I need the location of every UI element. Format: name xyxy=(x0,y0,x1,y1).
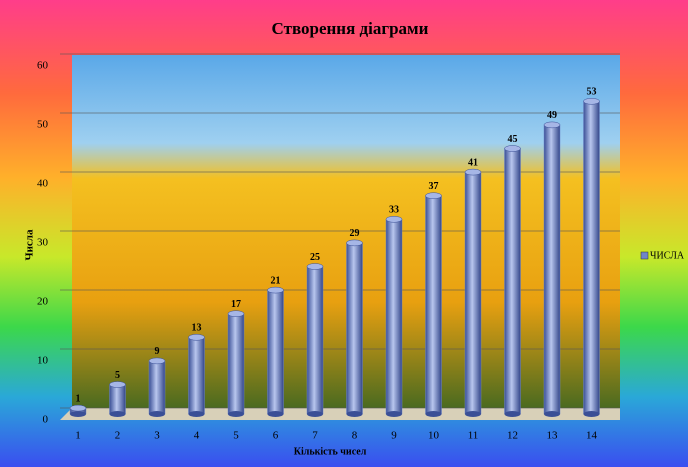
data-label: 21 xyxy=(271,275,281,286)
bar-body xyxy=(188,337,205,415)
x-tick-label: 14 xyxy=(586,430,598,442)
data-label: 29 xyxy=(350,228,360,239)
bar xyxy=(425,192,442,417)
bar-base xyxy=(583,411,600,417)
bar xyxy=(148,357,166,417)
x-tick-label: 3 xyxy=(154,430,160,442)
x-tick-label: 12 xyxy=(507,430,518,442)
bar-body xyxy=(464,171,482,415)
bar-body xyxy=(346,242,363,415)
bar xyxy=(69,404,87,417)
y-tick-label: 40 xyxy=(37,178,49,190)
y-tick-label: 0 xyxy=(43,414,49,426)
x-tick-label: 9 xyxy=(391,430,397,442)
bar-top xyxy=(69,404,87,412)
bar-base xyxy=(267,411,284,417)
bar-body xyxy=(267,289,284,415)
bar-top xyxy=(188,334,205,341)
bar-top xyxy=(385,216,403,223)
bar-top xyxy=(425,192,442,199)
bar-body xyxy=(425,195,442,415)
bar-body xyxy=(109,384,126,415)
bar xyxy=(188,334,205,417)
bar xyxy=(227,310,245,417)
chart-title: Створення діаграми xyxy=(272,19,429,38)
bar-top xyxy=(504,145,521,152)
bar-base xyxy=(307,411,323,417)
bar xyxy=(267,286,284,417)
data-label: 49 xyxy=(547,110,557,121)
bar-top xyxy=(346,239,363,247)
x-tick-label: 6 xyxy=(273,430,279,442)
legend-swatch xyxy=(640,251,649,260)
bar xyxy=(385,216,403,417)
bar xyxy=(464,168,482,417)
x-tick-label: 11 xyxy=(468,430,479,442)
data-label: 53 xyxy=(587,87,597,98)
x-tick-label: 13 xyxy=(547,430,559,442)
data-label: 37 xyxy=(429,181,439,192)
bar xyxy=(109,381,126,417)
y-tick-label: 10 xyxy=(37,355,49,367)
bar-base xyxy=(228,411,244,417)
x-tick-label: 10 xyxy=(428,430,440,442)
x-tick-label: 4 xyxy=(194,430,200,442)
bar-base xyxy=(544,411,560,417)
x-tick-label: 7 xyxy=(312,430,318,442)
bar-body xyxy=(227,313,245,415)
x-axis-title: Кількість чисел xyxy=(294,446,367,457)
y-tick-label: 50 xyxy=(37,119,49,131)
bar-top xyxy=(464,168,482,176)
bar-top xyxy=(267,286,284,294)
bar-base xyxy=(109,411,126,417)
bar xyxy=(346,239,363,417)
x-tick-label: 1 xyxy=(75,430,81,442)
x-tick-label: 8 xyxy=(352,430,358,442)
data-label: 5 xyxy=(115,370,120,381)
bar-top xyxy=(109,381,126,388)
y-tick-label: 20 xyxy=(37,296,49,308)
bar-body xyxy=(306,266,324,415)
bar-body xyxy=(148,360,166,415)
y-tick-label: 60 xyxy=(37,60,49,72)
y-axis-title: Числа xyxy=(24,229,36,260)
data-label: 17 xyxy=(231,299,241,310)
legend-label: ЧИСЛА xyxy=(650,250,685,261)
data-label: 45 xyxy=(508,134,518,145)
bar-top xyxy=(583,98,600,105)
bar-body xyxy=(504,148,521,415)
data-label: 25 xyxy=(310,252,320,263)
bar-base xyxy=(149,411,165,417)
data-label: 33 xyxy=(389,205,399,216)
data-label: 9 xyxy=(155,346,160,357)
bar xyxy=(543,121,561,417)
data-label: 41 xyxy=(468,157,478,168)
bar-body xyxy=(543,124,561,415)
bar-top xyxy=(148,357,166,365)
bar-top xyxy=(543,121,561,129)
bar xyxy=(583,98,600,417)
data-label: 13 xyxy=(192,323,202,334)
bar-top xyxy=(227,310,245,317)
bar-body xyxy=(385,219,403,415)
bar-top xyxy=(306,263,324,270)
bar-base xyxy=(70,411,86,417)
bar xyxy=(306,263,324,417)
bar-base xyxy=(386,411,402,417)
data-label: 1 xyxy=(76,393,81,404)
bar-body xyxy=(583,101,600,415)
bar-base xyxy=(425,411,442,417)
bar-base xyxy=(465,411,481,417)
y-tick-label: 30 xyxy=(37,237,49,249)
bar xyxy=(504,145,521,417)
bar-base xyxy=(346,411,363,417)
x-tick-label: 2 xyxy=(115,430,121,442)
bar-base xyxy=(504,411,521,417)
bar-base xyxy=(188,411,205,417)
x-tick-label: 5 xyxy=(233,430,239,442)
floor xyxy=(60,408,620,420)
